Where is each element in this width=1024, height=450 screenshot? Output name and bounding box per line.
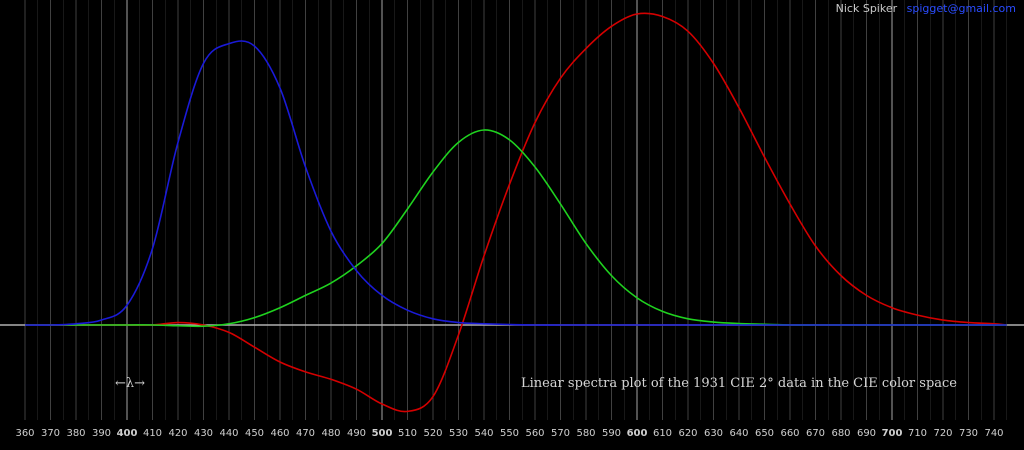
- x-tick-label: 550: [500, 428, 519, 439]
- credits: Nick Spiker spigget@gmail.com: [836, 2, 1016, 15]
- x-tick-label: 470: [296, 428, 315, 439]
- x-tick-label: 490: [347, 428, 366, 439]
- x-tick-label: 460: [270, 428, 289, 439]
- x-tick-labels: 360 370 380 390 400 410 420 430 440 450 460 470 480 4…: [15, 428, 1003, 439]
- x-tick-label: 560: [525, 428, 544, 439]
- x-tick-label: 540: [474, 428, 493, 439]
- x-tick-label: 410: [143, 428, 162, 439]
- x-tick-label: 710: [908, 428, 927, 439]
- chart-title: Linear spectra plot of the 1931 CIE 2° d…: [521, 376, 957, 391]
- green-series-line: [24, 129, 1007, 328]
- x-tick-label: 380: [66, 428, 85, 439]
- x-tick-label: 590: [602, 428, 621, 439]
- series-lines: [24, 12, 1007, 413]
- x-tick-label: 430: [194, 428, 213, 439]
- x-tick-label: 520: [423, 428, 442, 439]
- x-tick-label: 420: [168, 428, 187, 439]
- x-tick-label: 620: [678, 428, 697, 439]
- x-tick-label: 370: [41, 428, 60, 439]
- x-tick-label: 720: [933, 428, 952, 439]
- x-tick-label: 700: [882, 428, 903, 439]
- x-tick-label: 730: [959, 428, 978, 439]
- x-tick-label: 680: [831, 428, 850, 439]
- grid-lines: [24, 0, 1007, 420]
- x-tick-label: 400: [117, 428, 138, 439]
- x-tick-label: 660: [780, 428, 799, 439]
- x-tick-label: 650: [755, 428, 774, 439]
- x-tick-label: 480: [321, 428, 340, 439]
- x-tick-label: 570: [551, 428, 570, 439]
- author-name: Nick Spiker: [835, 2, 898, 15]
- lambda-arrow-label: ←λ→: [115, 376, 145, 391]
- x-tick-label: 360: [15, 428, 34, 439]
- x-tick-label: 450: [245, 428, 264, 439]
- x-tick-label: 640: [729, 428, 748, 439]
- blue-series-line: [24, 40, 1007, 326]
- x-tick-label: 440: [219, 428, 238, 439]
- x-tick-label: 530: [449, 428, 468, 439]
- x-tick-label: 690: [857, 428, 876, 439]
- x-tick-label: 580: [576, 428, 595, 439]
- x-tick-label: 610: [653, 428, 672, 439]
- x-tick-label: 670: [806, 428, 825, 439]
- x-tick-label: 500: [372, 428, 393, 439]
- x-tick-label: 630: [704, 428, 723, 439]
- x-tick-label: 510: [398, 428, 417, 439]
- x-tick-label: 600: [627, 428, 648, 439]
- x-tick-label: 390: [92, 428, 111, 439]
- author-email-link[interactable]: spigget@gmail.com: [906, 2, 1016, 15]
- red-series-line: [24, 12, 1007, 413]
- x-tick-label: 740: [984, 428, 1003, 439]
